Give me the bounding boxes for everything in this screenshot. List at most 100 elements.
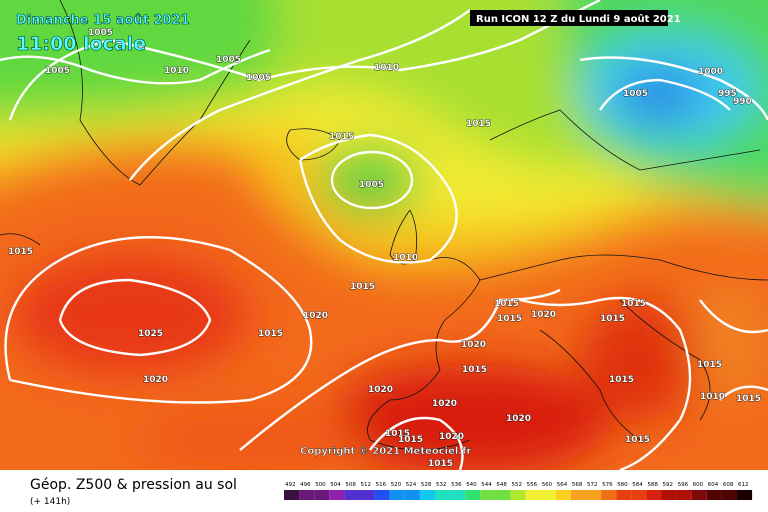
- isobar-label: 1015: [385, 429, 410, 439]
- isobar-label: 1005: [623, 89, 648, 99]
- scale-swatch: [601, 490, 617, 500]
- isobar-label: 1020: [143, 375, 168, 385]
- scale-label: 520: [391, 482, 402, 488]
- isobar-label: 1005: [45, 66, 70, 76]
- isobar-label: 1010: [374, 63, 399, 73]
- scale-label: 580: [617, 482, 628, 488]
- isobar-label: 1020: [303, 311, 328, 321]
- scale-label: 588: [647, 482, 658, 488]
- isobar-label: 1015: [329, 132, 354, 142]
- isobar-label: 1005: [88, 28, 113, 38]
- scale-swatch: [646, 490, 662, 500]
- color-scale: 492 496 500 504 508 512 516 520 524 528 532 536 540 5…: [284, 482, 753, 500]
- isobar-label: 1015: [462, 365, 487, 375]
- scale-swatch: [389, 490, 405, 500]
- isobar-label: 1015: [625, 435, 650, 445]
- isobar-label: 1010: [700, 392, 725, 402]
- isobar-label: 1015: [621, 299, 646, 309]
- isobar-label: 1020: [461, 340, 486, 350]
- scale-swatch: [570, 490, 586, 500]
- run-info: Run ICON 12 Z du Lundi 9 août 2021: [476, 13, 681, 25]
- scale-swatch: [359, 490, 375, 500]
- scale-label: 572: [587, 482, 598, 488]
- scale-label: 548: [496, 482, 507, 488]
- isobar-label: 990: [733, 97, 752, 107]
- scale-swatch: [329, 490, 345, 500]
- isobar-label: 1015: [258, 329, 283, 339]
- scale-swatch: [374, 490, 390, 500]
- scale-label: 492: [285, 482, 296, 488]
- isobar-label: 1005: [246, 73, 271, 83]
- scale-swatch: [525, 490, 541, 500]
- coastlines: [0, 0, 768, 451]
- isobar-label: 1010: [393, 253, 418, 263]
- isobar-label: 1020: [439, 432, 464, 442]
- isobar-label: 1005: [359, 180, 384, 190]
- run-box: [470, 10, 668, 26]
- scale-swatch: [450, 490, 466, 500]
- isobar-label: 1020: [531, 310, 556, 320]
- scale-swatch: [495, 490, 511, 500]
- scale-label: 568: [572, 482, 583, 488]
- scale-label: 584: [632, 482, 643, 488]
- scale-swatch: [404, 490, 420, 500]
- scale-label: 560: [542, 482, 553, 488]
- scale-swatch: [540, 490, 556, 500]
- date: Dimanche 15 août 2021: [16, 13, 190, 28]
- isobar-label: 995: [718, 89, 737, 99]
- isobar-label: 1015: [736, 394, 761, 404]
- scale-swatch: [435, 490, 451, 500]
- scale-swatch: [721, 490, 737, 500]
- footer-lead: (+ 141h): [30, 497, 70, 507]
- scale-label: 576: [602, 482, 613, 488]
- scale-label: 508: [345, 482, 356, 488]
- scale-swatch: [299, 490, 315, 500]
- isobar-label: 1015: [8, 247, 33, 257]
- geopotential-field: [0, 0, 768, 470]
- scale-label: 564: [557, 482, 568, 488]
- scale-label: 552: [512, 482, 523, 488]
- scale-swatch: [676, 490, 692, 500]
- scale-label: 524: [406, 482, 417, 488]
- scale-swatch: [661, 490, 677, 500]
- scale-label: 536: [451, 482, 462, 488]
- isobar-label: 1015: [398, 435, 423, 445]
- scale-swatch: [737, 490, 753, 500]
- isobar-label: 1015: [697, 360, 722, 370]
- isobar-label: 1015: [497, 314, 522, 324]
- scale-label: 596: [678, 482, 689, 488]
- scale-label: 544: [481, 482, 492, 488]
- scale-swatch: [314, 490, 330, 500]
- scale-label: 556: [527, 482, 538, 488]
- scale-label: 500: [315, 482, 326, 488]
- isobar-label: 1025: [138, 329, 163, 339]
- copyright: Copyright © 2021 Meteociel.fr: [300, 446, 471, 457]
- scale-label: 592: [663, 482, 674, 488]
- scale-label: 612: [738, 482, 749, 488]
- isobar-label: 1015: [428, 459, 453, 469]
- scale-swatch: [631, 490, 647, 500]
- scale-label: 516: [376, 482, 387, 488]
- scale-swatch: [510, 490, 526, 500]
- isobar-label: 1015: [466, 119, 491, 129]
- scale-label: 600: [693, 482, 704, 488]
- scale-label: 608: [723, 482, 734, 488]
- isobar-label: 1020: [506, 414, 531, 424]
- scale-swatch: [616, 490, 632, 500]
- scale-label: 604: [708, 482, 719, 488]
- scale-swatch: [706, 490, 722, 500]
- isobar-label: 1015: [494, 299, 519, 309]
- scale-label: 496: [300, 482, 311, 488]
- scale-swatch: [419, 490, 435, 500]
- isobar-label: 1015: [600, 314, 625, 324]
- scale-swatch: [691, 490, 707, 500]
- scale-label: 528: [421, 482, 432, 488]
- isobar-label: 1010: [164, 66, 189, 76]
- scale-label: 512: [361, 482, 372, 488]
- isobar-label: 1020: [368, 385, 393, 395]
- footer-title: Géop. Z500 & pression au sol: [30, 477, 237, 493]
- scale-swatch: [480, 490, 496, 500]
